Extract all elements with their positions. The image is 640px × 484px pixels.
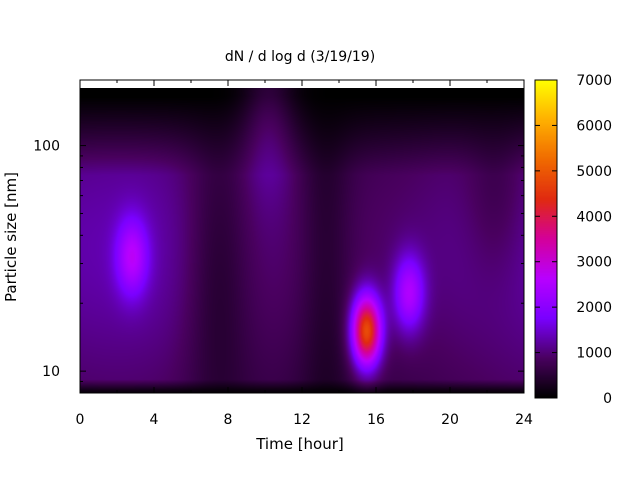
colorbar-axis: 0 1000 2000 3000 4000 5000 6000 7000 [535,73,612,407]
y-tick-label: 10 [42,364,60,380]
x-tick-label: 16 [367,412,385,428]
colorbar-gradient [535,80,557,398]
colorbar-frame [534,79,558,399]
colorbar-tick-label: 2000 [576,300,612,316]
y-axis-label: Particle size [nm] [2,172,20,302]
colorbar-tick-label: 1000 [576,346,612,362]
chart-title: dN / d log d (3/19/19) [225,49,375,65]
colorbar-tick-label: 7000 [576,73,612,89]
colorbar-tick-label: 0 [603,391,612,407]
colorbar-tick-label: 6000 [576,118,612,134]
x-tick-label: 20 [441,412,459,428]
heatmap-canvas [80,88,524,393]
colorbar-tick-label: 4000 [576,209,612,225]
x-tick-label: 4 [150,412,159,428]
heatmap-plot-area [80,88,524,393]
x-axis-label: Time [hour] [255,435,344,453]
x-tick-label: 0 [76,412,85,428]
x-tick-label: 12 [293,412,311,428]
y-tick-label: 100 [33,139,60,155]
y-axis: 10 100 [33,139,524,382]
colorbar-tick-label: 5000 [576,164,612,180]
x-axis: 0 4 8 12 16 20 24 [76,80,533,428]
colorbar-tick-label: 3000 [576,255,612,271]
x-tick-label: 8 [224,412,233,428]
x-tick-label: 24 [515,412,533,428]
